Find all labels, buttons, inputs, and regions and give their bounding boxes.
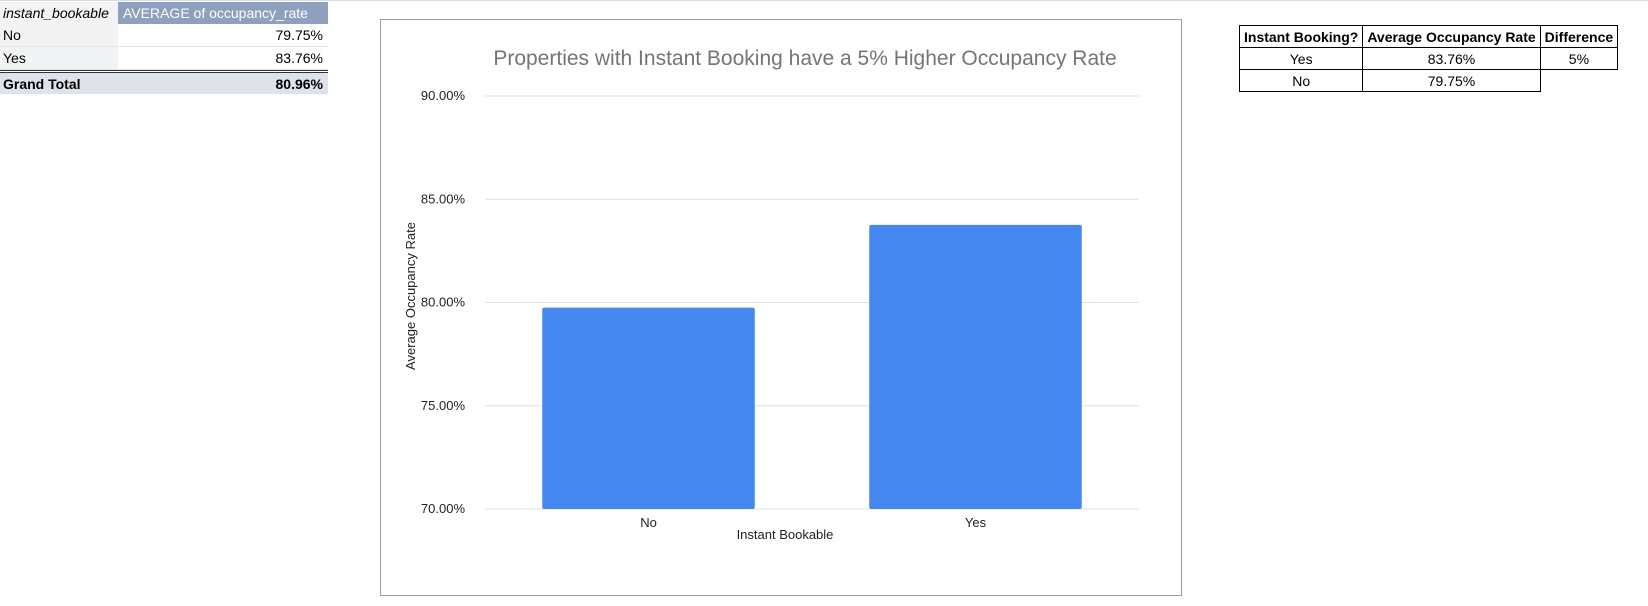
bar-chart[interactable]: Properties with Instant Booking have a 5… (380, 19, 1182, 596)
top-border (0, 0, 1648, 1)
summary-header-cell[interactable]: Difference (1539, 25, 1619, 48)
summary-header-cell[interactable]: Average Occupancy Rate (1362, 25, 1541, 48)
pivot-header-value[interactable]: AVERAGE of occupancy_rate (118, 2, 328, 24)
y-tick-label: 80.00% (421, 295, 466, 310)
pivot-row-label[interactable]: No (0, 24, 118, 46)
pivot-row-label[interactable]: Yes (0, 47, 118, 69)
summary-header-row: Instant Booking? Average Occupancy Rate … (1238, 25, 1619, 48)
y-tick-label: 75.00% (421, 398, 466, 413)
table-row: No 79.75% (1238, 69, 1618, 92)
summary-header-cell[interactable]: Instant Booking? (1238, 25, 1364, 48)
summary-cell[interactable]: 79.75% (1362, 69, 1541, 92)
pivot-row: Yes 83.76% (0, 47, 328, 70)
summary-cell[interactable]: Yes (1238, 47, 1364, 70)
y-tick-label: 85.00% (421, 191, 466, 206)
summary-cell[interactable]: 83.76% (1362, 47, 1541, 70)
summary-empty-cell (1540, 70, 1617, 92)
summary-cell[interactable]: No (1238, 69, 1364, 92)
bars (542, 224, 1082, 509)
pivot-grand-total-row: Grand Total 80.96% (0, 70, 328, 94)
pivot-total-value[interactable]: 80.96% (118, 73, 328, 94)
x-tick-label: Yes (965, 515, 987, 530)
chart-canvas: Properties with Instant Booking have a 5… (403, 47, 1139, 542)
pivot-header-label[interactable]: instant_bookable (0, 2, 118, 24)
y-tick-labels: 70.00% 75.00% 80.00% 85.00% 90.00% (421, 88, 466, 516)
bar-no[interactable] (542, 307, 755, 509)
summary-cell[interactable]: 5% (1539, 47, 1619, 70)
y-tick-label: 90.00% (421, 88, 466, 103)
chart-title: Properties with Instant Booking have a 5… (493, 47, 1116, 70)
x-tick-label: No (640, 515, 657, 530)
pivot-row-value[interactable]: 83.76% (118, 47, 328, 69)
pivot-header-row: instant_bookable AVERAGE of occupancy_ra… (0, 2, 328, 24)
pivot-table: instant_bookable AVERAGE of occupancy_ra… (0, 2, 328, 94)
pivot-row-value[interactable]: 79.75% (118, 24, 328, 46)
table-row: Yes 83.76% 5% (1238, 47, 1619, 70)
summary-table: Instant Booking? Average Occupancy Rate … (1238, 25, 1619, 92)
pivot-total-label[interactable]: Grand Total (0, 73, 118, 94)
x-tick-labels: No Yes (640, 515, 986, 530)
x-axis-label: Instant Bookable (737, 527, 834, 542)
pivot-row: No 79.75% (0, 24, 328, 47)
y-tick-label: 70.00% (421, 501, 466, 516)
bar-yes[interactable] (869, 224, 1082, 509)
y-axis-label: Average Occupancy Rate (403, 222, 418, 370)
